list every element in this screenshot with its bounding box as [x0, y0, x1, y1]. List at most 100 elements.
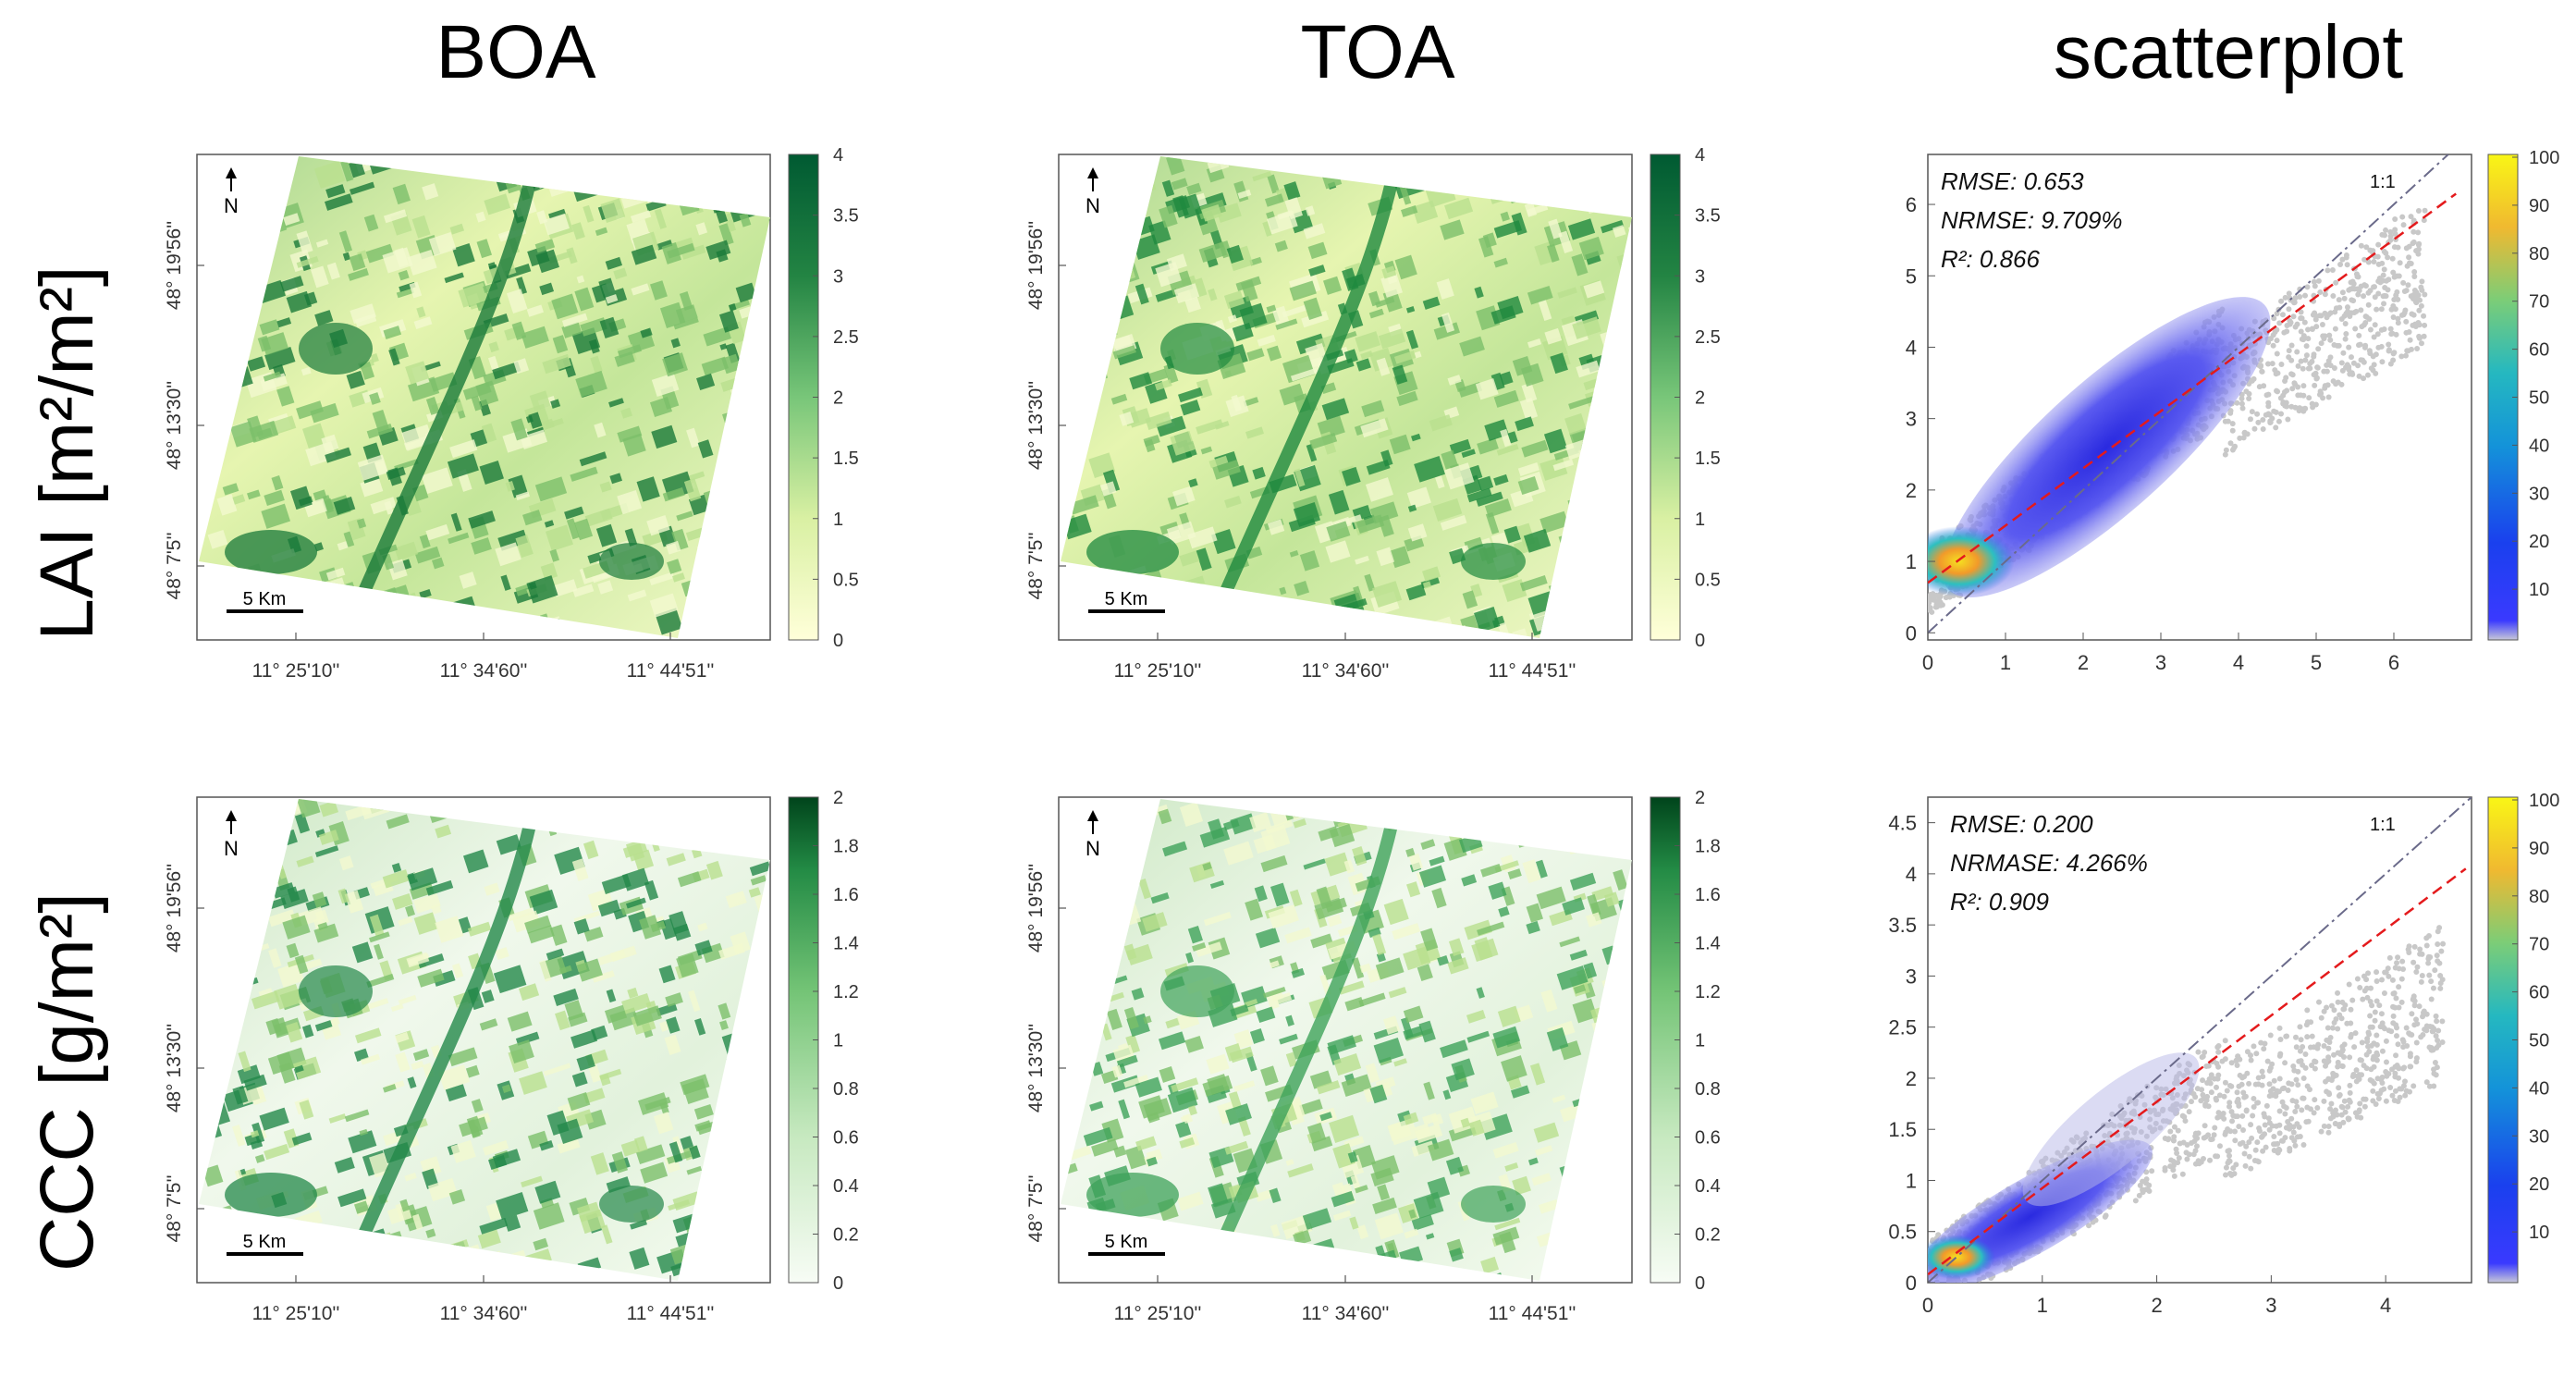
lon-tick-label: 11° 25'10'': [252, 1303, 340, 1324]
colorbar-tick-label: 1: [833, 510, 843, 530]
lat-tick-label: 48° 19'56'': [164, 221, 185, 310]
colorbar-tick-label: 1.5: [833, 449, 859, 469]
lon-tick-label: 11° 25'10'': [1114, 660, 1202, 682]
north-arrow-icon: [226, 810, 237, 834]
y-tick-label: 3: [1906, 965, 1917, 988]
lon-tick-label: 11° 25'10'': [1114, 1303, 1202, 1324]
column-title-scatterplot: scatterplot: [2054, 10, 2404, 94]
north-label: N: [224, 194, 239, 217]
colorbar-tick-label: 0: [833, 631, 843, 651]
colorbar-tick-label: 0.2: [1695, 1225, 1721, 1246]
colorbar-tick-label: 0.5: [833, 570, 859, 590]
colorbar-tick-label: 0: [833, 1273, 843, 1294]
density-tick-label: 70: [2529, 935, 2549, 955]
colorbar-tick-label: 1.2: [833, 982, 859, 1002]
scale-label: 5 Km: [1105, 1232, 1148, 1252]
north-label: N: [224, 837, 239, 860]
scale-label: 5 Km: [243, 589, 287, 609]
colorbar-tick-label: 1: [1695, 1031, 1705, 1051]
colorbar-tick-label: 0.4: [833, 1176, 859, 1197]
colorbar-tick-label: 1.4: [833, 934, 859, 954]
lat-tick-label: 48° 13'30'': [1025, 381, 1047, 470]
density-tick-label: 50: [2529, 1031, 2549, 1051]
lon-tick-label: 11° 34'60'': [1302, 1303, 1390, 1324]
density-overlay: [1928, 297, 2271, 597]
colorbar-tick-label: 0.2: [833, 1225, 859, 1246]
y-tick-label: 5: [1906, 264, 1917, 288]
y-tick-label: 0: [1906, 1272, 1917, 1295]
colorbar-tick-label: 0: [1695, 631, 1705, 651]
x-tick-label: 4: [2233, 651, 2244, 674]
lat-tick-label: 48° 7'5'': [1025, 1175, 1047, 1243]
colorbar-tick-label: 2.5: [833, 327, 859, 348]
y-tick-label: 2: [1906, 1067, 1917, 1090]
density-tick-label: 20: [2529, 1174, 2549, 1195]
x-tick-label: 2: [2078, 651, 2089, 674]
fit-line: [1928, 867, 2467, 1276]
colorbar-tick-label: 4: [1695, 145, 1705, 166]
lat-tick-label: 48° 7'5'': [1025, 533, 1047, 600]
stat-label: NRMASE: 4.266%: [1950, 849, 2148, 877]
x-tick-label: 6: [2388, 651, 2399, 674]
y-tick-label: 3: [1906, 408, 1917, 431]
density-tick-label: 70: [2529, 292, 2549, 313]
x-tick-label: 1: [2037, 1294, 2048, 1317]
colorbar-tick-label: 1: [833, 1031, 843, 1051]
colorbar-tick-label: 2.5: [1695, 327, 1721, 348]
density-tick-label: 90: [2529, 839, 2549, 859]
density-overlay: [1928, 1052, 2200, 1283]
stat-label: R²: 0.866: [1941, 245, 2040, 273]
one-to-one-line: [1928, 797, 2472, 1283]
y-tick-label: 0: [1906, 621, 1917, 645]
colorbar: [1650, 154, 1681, 641]
one-to-one-label: 1:1: [2370, 172, 2396, 192]
colorbar-tick-label: 1.5: [1695, 449, 1721, 469]
density-tick-label: 100: [2529, 148, 2559, 168]
x-tick-label: 0: [1922, 1294, 1933, 1317]
stat-label: RMSE: 0.200: [1950, 810, 2093, 838]
colorbar-tick-label: 0.4: [1695, 1176, 1721, 1197]
north-arrow-icon: [1087, 167, 1098, 191]
lon-tick-label: 11° 44'51'': [1489, 660, 1576, 682]
colorbar-tick-label: 1.4: [1695, 934, 1721, 954]
y-tick-label: 1.5: [1888, 1118, 1917, 1141]
lon-tick-label: 11° 44'51'': [1489, 1303, 1576, 1324]
lon-tick-label: 11° 34'60'': [440, 660, 528, 682]
colorbar-tick-label: 4: [833, 145, 843, 166]
x-tick-label: 5: [2311, 651, 2322, 674]
density-tick-label: 60: [2529, 340, 2549, 361]
colorbar-tick-label: 2: [833, 388, 843, 409]
scatter-panel-1: 0 1 2 3 400.511.522.533.544.5 RMSE: 0.200NRMA…: [1888, 791, 2559, 1317]
density-tick-label: 30: [2529, 1126, 2549, 1147]
density-tick-label: 10: [2529, 1223, 2549, 1243]
lat-tick-label: 48° 13'30'': [164, 381, 185, 470]
lat-tick-label: 48° 13'30'': [164, 1024, 185, 1112]
density-tick-label: 10: [2529, 580, 2549, 600]
lat-tick-label: 48° 19'56'': [1025, 864, 1047, 953]
lat-tick-label: 48° 19'56'': [164, 864, 185, 953]
colorbar-tick-label: 0.5: [1695, 570, 1721, 590]
x-tick-label: 4: [2380, 1294, 2391, 1317]
map-panel-ccc-toa: N 5 Km 11° 25'10'' 11° 34'60'' 11° 44'51'' 48…: [1025, 788, 1721, 1324]
lon-tick-label: 11° 44'51'': [627, 660, 715, 682]
colorbar-tick-label: 1.6: [833, 885, 859, 905]
density-tick-label: 30: [2529, 484, 2549, 504]
stat-label: NRMSE: 9.709%: [1941, 206, 2123, 234]
column-title-boa: BOA: [435, 10, 595, 94]
density-tick-label: 100: [2529, 791, 2559, 811]
density-tick-label: 50: [2529, 388, 2549, 409]
y-tick-label: 4: [1906, 863, 1917, 886]
y-tick-label: 2.5: [1888, 1016, 1917, 1039]
lat-tick-label: 48° 13'30'': [1025, 1024, 1047, 1112]
colorbar-tick-label: 1.8: [1695, 837, 1721, 857]
row-title-ccc: CCC [g/m²]: [25, 892, 109, 1272]
map-panel-lai-boa: N 5 Km 11° 25'10'' 11° 34'60'' 11° 44'51'' 48…: [164, 145, 859, 682]
colorbar-tick-label: 2: [1695, 788, 1705, 808]
scale-label: 5 Km: [1105, 589, 1148, 609]
density-tick-label: 40: [2529, 436, 2549, 456]
north-label: N: [1086, 837, 1100, 860]
colorbar-tick-label: 1.8: [833, 837, 859, 857]
colorbar-tick-label: 1.2: [1695, 982, 1721, 1002]
